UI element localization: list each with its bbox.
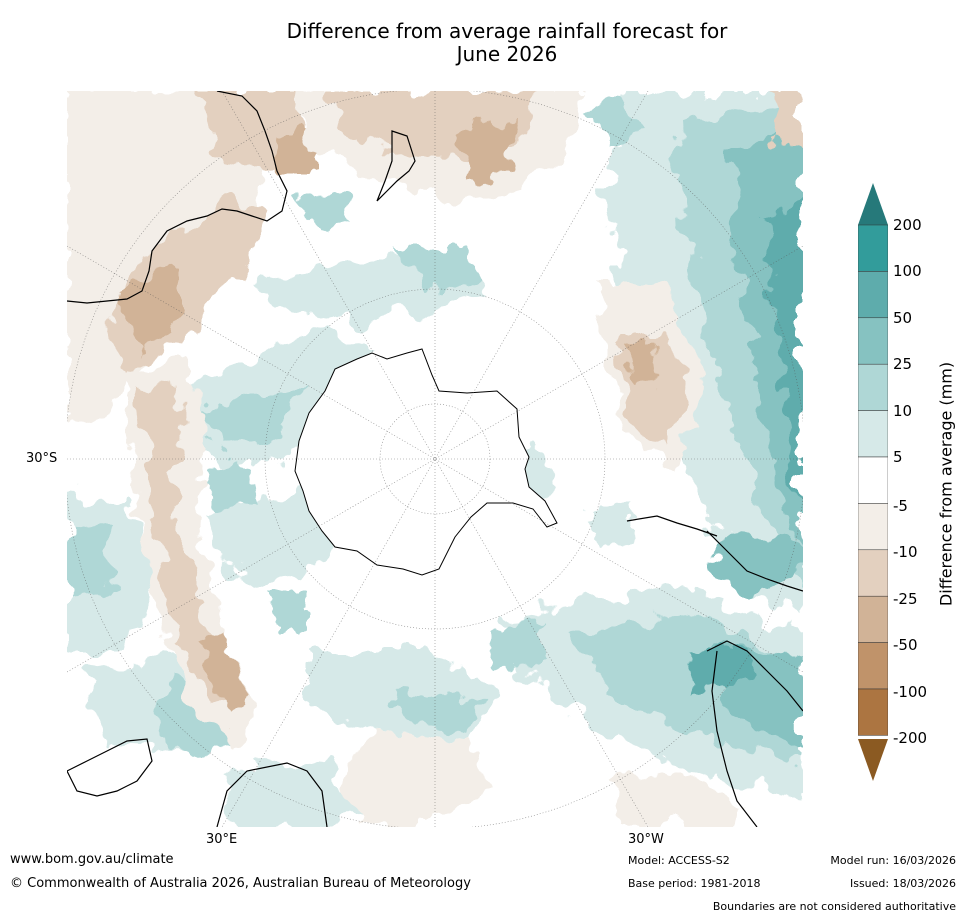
colorbar-band-m100-m200 xyxy=(858,688,888,736)
colorbar-band-m5-m10 xyxy=(858,503,888,551)
colorbar-band-m25-m50 xyxy=(858,595,888,643)
colorbar-top-arrow xyxy=(858,183,888,225)
colorbar-tick: -100 xyxy=(893,683,928,701)
model-name: Model: ACCESS-S2 xyxy=(628,854,730,867)
graticule xyxy=(67,91,803,827)
colorbar-title: Difference from average (mm) xyxy=(936,361,956,607)
colorbar-tick: 5 xyxy=(893,448,903,466)
map-title-line-2: June 2026 xyxy=(456,42,558,66)
boundaries-disclaimer: Boundaries are not considered authoritat… xyxy=(712,900,956,913)
website-link[interactable]: www.bom.gov.au/climate xyxy=(10,852,174,867)
rainfall-anomaly-fill xyxy=(67,91,803,827)
colorbar-band-25-50 xyxy=(858,317,888,365)
colorbar-band-m10-m25 xyxy=(858,549,888,597)
antarctica-landmass xyxy=(294,348,558,576)
colorbar-tick: 50 xyxy=(893,309,913,327)
model-run-date: Model run: 16/03/2026 xyxy=(830,854,956,867)
colorbar-tick: 10 xyxy=(893,402,913,420)
colorbar-tick: 100 xyxy=(893,262,922,280)
colorbar xyxy=(858,183,888,781)
coastlines xyxy=(67,91,803,827)
colorbar-bottom-arrow xyxy=(858,739,888,781)
colorbar-band-10-25 xyxy=(858,363,888,411)
colorbar-tick: -25 xyxy=(893,590,918,608)
issued-date: Issued: 18/03/2026 xyxy=(849,877,956,890)
longitude-label-30e: 30°E xyxy=(206,832,238,847)
colorbar-tick: 200 xyxy=(893,216,922,234)
longitude-label-30w: 30°W xyxy=(628,832,664,847)
colorbar-band-100-200 xyxy=(858,224,888,272)
copyright-text: © Commonwealth of Australia 2026, Austra… xyxy=(10,876,471,891)
latitude-label-30s: 30°S xyxy=(26,451,58,466)
polar-rainfall-map[interactable] xyxy=(67,91,803,827)
base-period: Base period: 1981-2018 xyxy=(628,877,761,890)
colorbar-tick: -50 xyxy=(893,636,918,654)
map-title-line-1: Difference from average rainfall forecas… xyxy=(286,19,728,43)
colorbar-tick: -200 xyxy=(893,729,928,747)
colorbar-tick: 25 xyxy=(893,355,913,373)
colorbar-band-50-100 xyxy=(858,271,888,319)
map-title: Difference from average rainfall forecas… xyxy=(0,20,965,66)
colorbar-tick: -5 xyxy=(893,497,908,515)
dry-anomaly-areas xyxy=(67,91,803,827)
colorbar-band-m50-m100 xyxy=(858,642,888,690)
colorbar-band-5-10 xyxy=(858,410,888,458)
colorbar-tick: -10 xyxy=(893,543,918,561)
colorbar-band-neutral xyxy=(858,456,888,504)
rainfall-anomaly-fill-small xyxy=(207,461,757,691)
map-svg xyxy=(67,91,803,827)
colorbar-bands xyxy=(858,224,888,736)
wet-anomaly-areas xyxy=(67,91,803,827)
